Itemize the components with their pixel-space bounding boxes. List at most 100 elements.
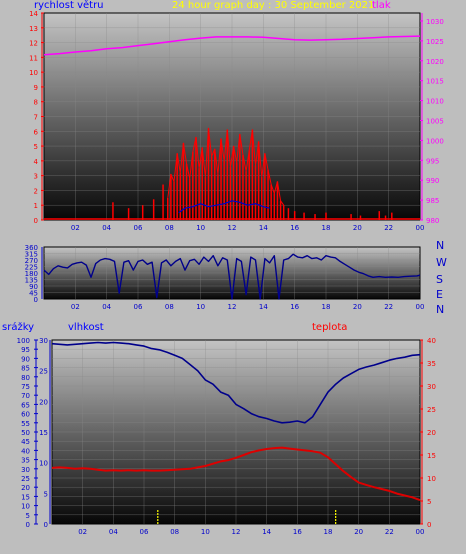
wind-axis-label-5: 5 [34, 143, 38, 151]
lower-x-tick-16: 16 [293, 528, 302, 536]
direction-x-tick-04: 04 [102, 303, 111, 311]
temperature-axis-label-5: 5 [427, 498, 431, 506]
wind-x-tick-04: 04 [102, 224, 111, 232]
lower-x-tick-18: 18 [324, 528, 333, 536]
pressure-axis-label-995: 995 [426, 157, 439, 165]
rain-axis-label-35: 35 [21, 457, 30, 465]
rain-axis-label-20: 20 [21, 484, 30, 492]
wind-axis-label-3: 3 [34, 173, 38, 181]
humidity-axis-label-10: 10 [39, 460, 48, 468]
rain-axis-label-45: 45 [21, 438, 30, 446]
direction-x-tick-18: 18 [322, 303, 331, 311]
rain-axis-label-85: 85 [21, 365, 30, 373]
humidity-axis-label-5: 5 [44, 490, 48, 498]
wind-speed-line [167, 127, 285, 206]
rain-axis-label-25: 25 [21, 475, 30, 483]
pressure-axis-title: tlak [372, 0, 391, 11]
temperature-axis-label-25: 25 [427, 406, 436, 414]
direction-x-tick-02: 02 [71, 303, 80, 311]
pressure-axis-label-1005: 1005 [426, 117, 444, 125]
wind-x-tick-02: 02 [71, 224, 80, 232]
pressure-axis-label-1030: 1030 [426, 18, 444, 26]
direction-x-tick-06: 06 [134, 303, 143, 311]
compass-n-bottom: N [436, 303, 445, 316]
humidity-line [51, 341, 421, 424]
wind-axis-label-11: 11 [29, 54, 38, 62]
wind-speed-axis-title: rychlost větru [34, 0, 104, 11]
wind-x-tick-16: 16 [290, 224, 299, 232]
rain-axis-label-90: 90 [21, 355, 30, 363]
direction-axis-label-315: 315 [25, 251, 38, 259]
pressure-line [43, 35, 421, 56]
wind-x-tick-20: 20 [353, 224, 362, 232]
humidity-axis-label-15: 15 [39, 429, 48, 437]
temperature-axis-label-35: 35 [427, 360, 436, 368]
direction-axis-label-45: 45 [29, 290, 38, 298]
rain-axis-label-60: 60 [21, 411, 30, 419]
rain-axis-label-40: 40 [21, 447, 30, 455]
rain-axis-label-75: 75 [21, 383, 30, 391]
wind-axis-label-0: 0 [34, 217, 38, 225]
lower-x-tick-22: 22 [385, 528, 394, 536]
direction-axis-label-90: 90 [29, 283, 38, 291]
wind-axis-label-10: 10 [29, 69, 38, 77]
direction-x-tick-00: 00 [416, 303, 425, 311]
wind-axis-label-12: 12 [29, 40, 38, 48]
lower-x-tick-08: 08 [170, 528, 179, 536]
temperature-axis-label-40: 40 [427, 337, 436, 345]
wind-axis-label-8: 8 [34, 99, 38, 107]
rain-axis-label-80: 80 [21, 374, 30, 382]
wind-axis-label-9: 9 [34, 84, 38, 92]
rain-axis-label-0: 0 [26, 521, 30, 529]
wind-axis-label-14: 14 [29, 10, 38, 18]
rain-axis-label-65: 65 [21, 401, 30, 409]
wind-x-tick-18: 18 [322, 224, 331, 232]
pressure-axis-label-985: 985 [426, 197, 439, 205]
wind-x-tick-00: 00 [416, 224, 425, 232]
rain-axis-title: srážky [2, 322, 35, 333]
lower-x-tick-12: 12 [232, 528, 241, 536]
wind-x-tick-08: 08 [165, 224, 174, 232]
wind-axis-label-7: 7 [34, 114, 38, 122]
wind-axis-label-4: 4 [34, 158, 39, 166]
wind-axis-label-6: 6 [34, 128, 39, 136]
pressure-axis-label-1010: 1010 [426, 98, 444, 106]
direction-x-tick-16: 16 [290, 303, 299, 311]
lower-x-tick-04: 04 [109, 528, 118, 536]
temperature-axis-label-20: 20 [427, 429, 436, 437]
direction-axis-label-135: 135 [25, 277, 38, 285]
pressure-axis-label-1025: 1025 [426, 38, 444, 46]
direction-x-tick-14: 14 [259, 303, 268, 311]
direction-x-tick-20: 20 [353, 303, 362, 311]
rain-axis-label-5: 5 [26, 512, 30, 520]
rain-axis-label-15: 15 [21, 493, 30, 501]
direction-axis-label-180: 180 [25, 270, 38, 278]
wind-average-line [178, 200, 270, 214]
temperature-axis-label-0: 0 [427, 521, 431, 529]
wind-axis-label-1: 1 [34, 202, 38, 210]
direction-axis-label-225: 225 [25, 264, 38, 272]
lower-x-tick-14: 14 [262, 528, 271, 536]
wind-x-tick-14: 14 [259, 224, 268, 232]
pressure-axis-label-1020: 1020 [426, 58, 444, 66]
lower-x-tick-20: 20 [354, 528, 363, 536]
rain-axis-label-30: 30 [21, 466, 30, 474]
lower-x-tick-10: 10 [201, 528, 210, 536]
compass-s: S [436, 273, 443, 286]
pressure-axis-label-1000: 1000 [426, 137, 444, 145]
lower-x-tick-00: 00 [416, 528, 425, 536]
compass-n-top: N [436, 239, 445, 252]
temperature-axis-label-10: 10 [427, 475, 436, 483]
rain-axis-label-70: 70 [21, 392, 30, 400]
temperature-axis-label-15: 15 [427, 452, 436, 460]
humidity-axis-label-30: 30 [39, 337, 48, 345]
wind-x-tick-10: 10 [196, 224, 205, 232]
wind-x-tick-12: 12 [228, 224, 237, 232]
direction-x-tick-12: 12 [228, 303, 237, 311]
rain-axis-label-50: 50 [21, 429, 30, 437]
lower-x-tick-06: 06 [140, 528, 149, 536]
humidity-axis-label-0: 0 [44, 521, 48, 529]
pressure-axis-label-980: 980 [426, 217, 439, 225]
